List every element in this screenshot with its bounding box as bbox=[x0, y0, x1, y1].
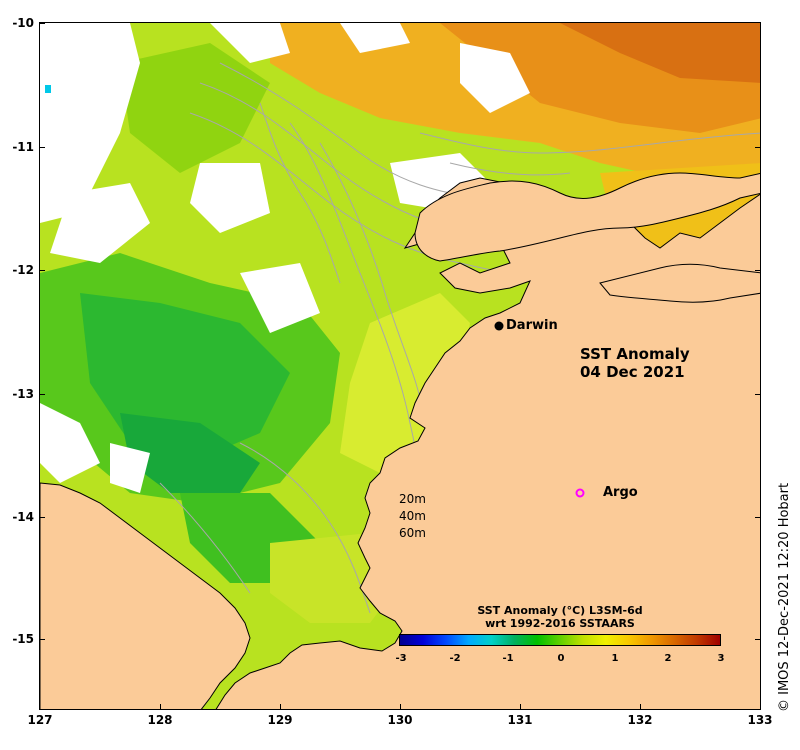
x-tick-mark bbox=[640, 704, 641, 710]
colorbar-title-line: SST Anomaly (°C) L3SM-6d bbox=[477, 604, 643, 617]
y-tick-mark bbox=[39, 270, 45, 271]
colorbar bbox=[399, 634, 721, 646]
darwin-label: Darwin bbox=[506, 318, 558, 333]
depth-legend-item: 40m bbox=[399, 509, 426, 523]
colorbar-tick-label: 1 bbox=[611, 653, 619, 664]
y-tick-mark bbox=[39, 23, 45, 24]
tiwi-islands bbox=[414, 172, 760, 262]
x-tick-label: 129 bbox=[267, 713, 293, 727]
argo-marker bbox=[575, 488, 585, 498]
x-tick-label: 133 bbox=[747, 713, 773, 727]
x-tick-mark bbox=[400, 704, 401, 710]
argo-label: Argo bbox=[603, 485, 638, 500]
colorbar-tick-label: -1 bbox=[502, 653, 514, 664]
warm-anomaly-region bbox=[560, 23, 760, 83]
colorbar-tick-label: -3 bbox=[395, 653, 407, 664]
y-tick-label: -14 bbox=[12, 510, 34, 524]
y-tick-mark bbox=[755, 147, 761, 148]
y-tick-mark bbox=[755, 394, 761, 395]
no-data-region bbox=[40, 23, 680, 493]
darwin-marker bbox=[494, 321, 504, 331]
map-date: 04 Dec 2021 bbox=[580, 363, 685, 381]
colorbar-tick-label: 3 bbox=[717, 653, 725, 664]
y-tick-label: -11 bbox=[12, 140, 34, 154]
map-title-line: SST Anomaly bbox=[580, 345, 690, 363]
colorbar-subtitle: wrt 1992-2016 SSTAARS bbox=[485, 617, 635, 630]
x-tick-label: 130 bbox=[387, 713, 413, 727]
colorbar-title: SST Anomaly (°C) L3SM-6d wrt 1992-2016 S… bbox=[470, 604, 650, 630]
depth-legend-item: 20m bbox=[399, 492, 426, 506]
y-tick-mark bbox=[39, 147, 45, 148]
x-tick-mark bbox=[520, 704, 521, 710]
y-tick-mark bbox=[755, 270, 761, 271]
cool-anomaly-region bbox=[120, 413, 260, 493]
southwest-coast bbox=[40, 482, 251, 709]
sst-anomaly-map bbox=[40, 23, 760, 709]
data-pixel bbox=[45, 85, 51, 93]
x-tick-label: 132 bbox=[627, 713, 653, 727]
y-tick-mark bbox=[39, 517, 45, 518]
cool-anomaly-region bbox=[120, 43, 270, 173]
copyright-credit: © IMOS 12-Dec-2021 12:20 Hobart bbox=[777, 482, 792, 712]
colorbar-tick-label: -2 bbox=[449, 653, 461, 664]
land-layer bbox=[40, 172, 760, 709]
colorbar-tick-label: 2 bbox=[664, 653, 672, 664]
x-tick-mark bbox=[160, 704, 161, 710]
x-tick-mark bbox=[280, 704, 281, 710]
colorbar-tick-label: 0 bbox=[557, 653, 565, 664]
x-tick-label: 128 bbox=[147, 713, 173, 727]
y-tick-label: -12 bbox=[12, 263, 34, 277]
x-tick-label: 127 bbox=[27, 713, 53, 727]
y-tick-mark bbox=[39, 394, 45, 395]
x-tick-label: 131 bbox=[507, 713, 533, 727]
depth-legend-item: 60m bbox=[399, 526, 426, 540]
depth-legend: 20m 40m 60m bbox=[399, 491, 426, 542]
y-tick-label: -15 bbox=[12, 632, 34, 646]
y-tick-label: -13 bbox=[12, 387, 34, 401]
y-tick-mark bbox=[755, 639, 761, 640]
y-tick-mark bbox=[755, 517, 761, 518]
map-title: SST Anomaly 04 Dec 2021 bbox=[580, 345, 690, 381]
map-area bbox=[39, 22, 761, 710]
y-tick-label: -10 bbox=[12, 16, 34, 30]
y-tick-mark bbox=[39, 639, 45, 640]
northern-headland bbox=[599, 263, 760, 303]
